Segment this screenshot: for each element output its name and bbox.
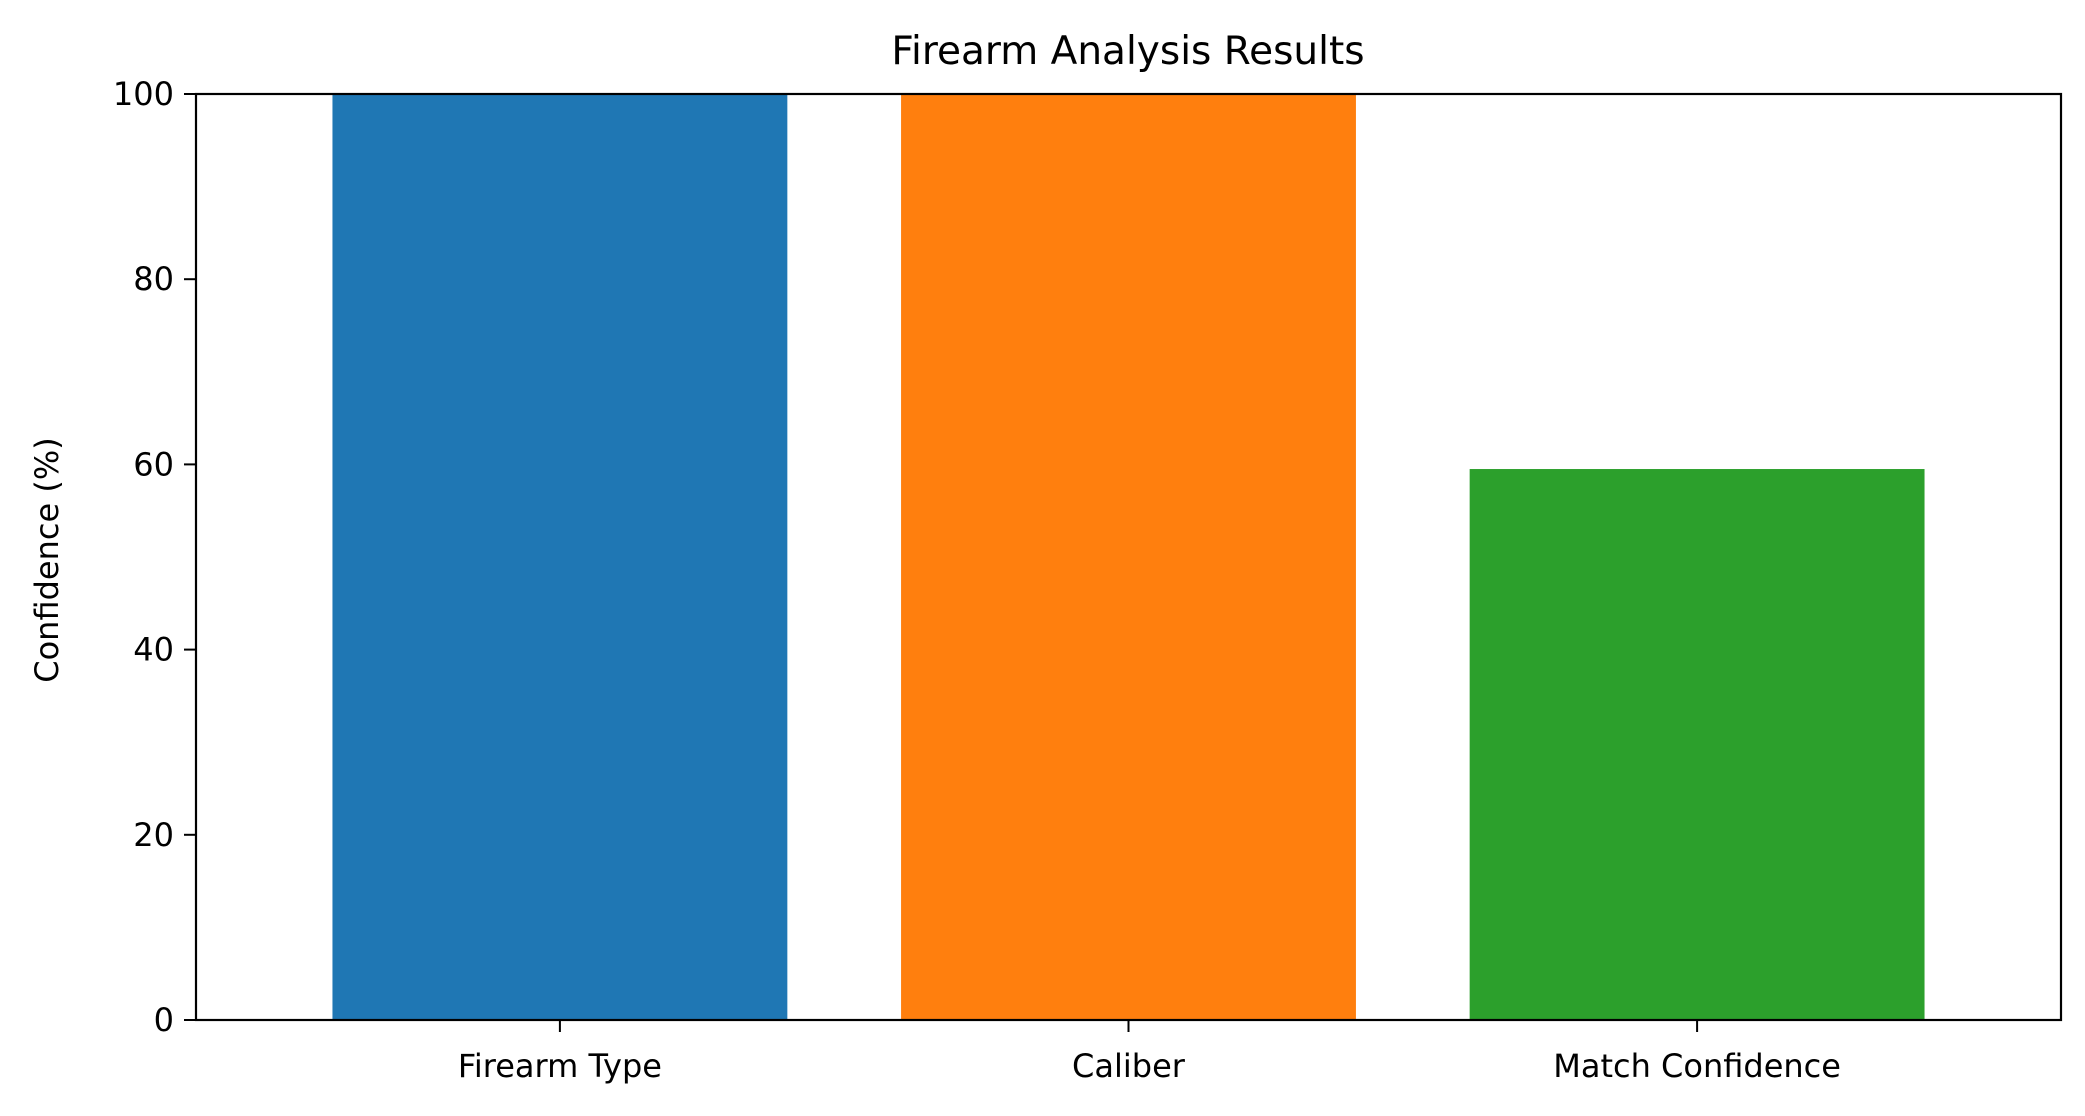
x-tick-label: Match Confidence (1553, 1047, 1841, 1085)
y-tick-label: 40 (133, 631, 174, 669)
x-axis-ticks: Firearm Type Caliber Match Confidence (458, 1020, 1841, 1085)
plot-frame (194, 92, 2063, 1022)
bar-firearm-type (332, 94, 788, 1020)
y-tick-label: 20 (133, 816, 174, 854)
y-tick-label: 80 (133, 260, 174, 298)
bar-match-confidence (1469, 469, 1925, 1020)
x-tick-label: Firearm Type (458, 1047, 662, 1085)
x-tick-label: Caliber (1072, 1047, 1186, 1085)
y-tick-label: 0 (154, 1001, 174, 1039)
bar-caliber (901, 94, 1356, 1020)
y-tick-label: 100 (113, 75, 174, 113)
chart-title: Firearm Analysis Results (891, 29, 1364, 74)
y-axis-ticks: 0 20 40 60 80 100 (113, 75, 196, 1039)
y-axis-label: Confidence (%) (28, 437, 66, 682)
bars-group (332, 94, 1925, 1020)
y-tick-label: 60 (133, 445, 174, 483)
